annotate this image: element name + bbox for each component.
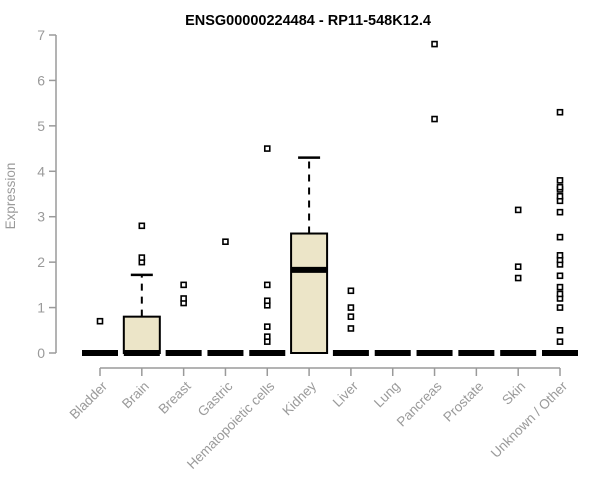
outlier-unknown-other (556, 108, 564, 116)
outlier-unknown-other (556, 252, 564, 259)
outlier-liver (347, 325, 355, 332)
outlier-skin (514, 274, 522, 282)
outlier-hematopoietic-cells (263, 297, 271, 305)
y-tick-label: 0 (37, 345, 45, 361)
median-gastric (207, 350, 244, 356)
box-kidney (290, 232, 329, 354)
median-skin (500, 350, 537, 356)
x-tick-label-liver: Liver (330, 378, 362, 410)
outlier-unknown-other (556, 272, 564, 280)
median-breast (165, 350, 202, 356)
outlier-unknown-other (556, 192, 564, 200)
outlier-bladder (96, 317, 104, 325)
outlier-hematopoietic-cells (263, 323, 271, 330)
outlier-liver (347, 287, 355, 295)
chart-title: ENSG00000224484 - RP11-548K12.4 (185, 13, 431, 29)
outlier-liver (347, 313, 355, 320)
y-tick-label: 3 (37, 209, 45, 225)
y-tick-label: 7 (37, 27, 45, 43)
x-tick-label-prostate: Prostate (440, 379, 486, 425)
outlier-unknown-other (556, 283, 564, 291)
y-tick-label: 6 (37, 72, 45, 88)
box-brain (122, 315, 161, 354)
x-tick-label-brain: Brain (119, 379, 152, 412)
median-brain (123, 350, 160, 356)
outlier-unknown-other (556, 290, 564, 298)
outlier-pancreas (431, 115, 438, 123)
x-tick-label-unknown-other: Unknown / Other (488, 378, 571, 461)
outlier-breast (180, 295, 187, 302)
median-unknown-other (542, 350, 578, 356)
outlier-unknown-other (556, 233, 564, 241)
outlier-hematopoietic-cells (263, 281, 271, 289)
outlier-unknown-other (556, 304, 564, 311)
x-tick-label-lung: Lung (371, 379, 403, 411)
outlier-skin (514, 263, 522, 270)
outlier-pancreas (431, 40, 438, 48)
outlier-liver (347, 304, 355, 311)
outlier-breast (180, 281, 187, 289)
median-lung (374, 350, 411, 356)
x-tick-label-breast: Breast (156, 378, 194, 416)
median-liver (332, 350, 369, 356)
median-prostate (458, 350, 495, 356)
median-hematopoietic-cells (249, 350, 286, 356)
x-tick-label-skin: Skin (499, 379, 528, 408)
outlier-unknown-other (556, 326, 564, 334)
outlier-unknown-other (556, 338, 564, 345)
x-tick-label-bladder: Bladder (67, 378, 111, 422)
median-pancreas (416, 350, 453, 356)
median-kidney (291, 266, 328, 273)
y-tick-label: 1 (37, 300, 45, 316)
outlier-brain (138, 222, 146, 230)
outlier-hematopoietic-cells (263, 333, 271, 340)
y-tick-label: 2 (37, 254, 45, 270)
x-tick-label-kidney: Kidney (279, 378, 319, 418)
x-tick-label-pancreas: Pancreas (394, 378, 445, 429)
outlier-hematopoietic-cells (263, 145, 271, 152)
outlier-skin (514, 206, 522, 214)
outlier-unknown-other (556, 208, 564, 216)
outlier-gastric (222, 238, 229, 245)
y-tick-label: 5 (37, 118, 45, 134)
outlier-brain (138, 254, 146, 261)
median-bladder (82, 350, 118, 356)
x-tick-label-gastric: Gastric (195, 378, 236, 419)
y-tick-label: 4 (37, 163, 45, 179)
outlier-unknown-other (556, 177, 564, 184)
y-axis-label: Expression (3, 163, 18, 230)
outlier-unknown-other (556, 183, 564, 191)
